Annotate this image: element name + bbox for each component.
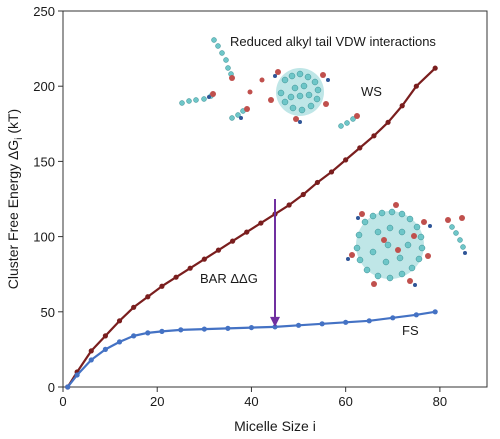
x-tick-label-2: 40	[244, 394, 258, 409]
point-fs-13	[295, 322, 302, 328]
y-tick-label-4: 200	[33, 79, 55, 94]
point-ws-22	[371, 133, 377, 139]
point-fs-18	[413, 312, 419, 318]
micelle-illustration-top	[179, 37, 360, 129]
point-ws-13	[244, 229, 250, 235]
y-axis-title-subscript: i	[14, 138, 25, 140]
bar-arrow-head	[270, 316, 280, 327]
bar-arrow	[270, 199, 280, 327]
point-fs-16	[366, 318, 372, 324]
x-tick-label-1: 20	[150, 394, 164, 409]
point-fs-19	[432, 309, 438, 315]
x-tick-label-3: 60	[338, 394, 352, 409]
y-axis-title-main: Cluster Free Energy ΔG	[5, 140, 21, 289]
y-axis-title-unit: (kT)	[5, 109, 21, 138]
headgroups-bottom	[349, 202, 465, 287]
point-ws-25	[413, 83, 419, 89]
point-fs-9	[201, 326, 207, 332]
y-tick-label-0: 0	[48, 380, 55, 395]
point-ws-17	[300, 191, 306, 198]
annotation-fs-label: FS	[402, 323, 419, 338]
micelle-illustration-bottom	[346, 202, 467, 287]
blue-atoms-bottom	[346, 216, 467, 287]
point-ws-26	[432, 65, 438, 71]
point-ws-18	[314, 179, 320, 186]
x-axis-title: Micelle Size i	[234, 418, 316, 434]
y-tick-label-5: 250	[33, 4, 55, 19]
series-line-fs	[66, 310, 436, 388]
point-ws-19	[328, 169, 335, 175]
x-tick-label-4: 80	[433, 394, 447, 409]
annotation-title-note: Reduced alkyl tail VDW interactions	[230, 34, 436, 49]
point-fs-6	[145, 330, 151, 336]
point-fs-15	[343, 319, 349, 325]
point-ws-7	[159, 283, 165, 289]
point-fs-10	[225, 325, 231, 331]
point-ws-14	[258, 220, 264, 226]
loose-surfactant-chains	[179, 37, 356, 129]
point-ws-2	[88, 348, 94, 354]
point-ws-10	[201, 256, 207, 262]
point-fs-7	[159, 328, 165, 334]
micelle-cluster-top	[276, 68, 324, 116]
point-ws-8	[173, 274, 179, 280]
point-fs-2	[88, 357, 94, 363]
point-fs-17	[390, 315, 396, 321]
y-tick-label-1: 50	[41, 305, 55, 320]
point-fs-1	[74, 372, 80, 378]
point-ws-5	[131, 304, 137, 310]
x-tick-label-0: 0	[59, 394, 66, 409]
point-ws-12	[230, 238, 236, 244]
point-ws-11	[215, 247, 222, 253]
point-ws-9	[187, 265, 193, 271]
point-ws-23	[385, 119, 391, 125]
point-fs-14	[319, 321, 325, 327]
point-fs-3	[102, 346, 108, 352]
point-ws-4	[116, 318, 123, 324]
blue-atoms-top	[207, 74, 330, 124]
point-ws-3	[102, 333, 108, 339]
ticks: 0 20 40 60 80 0 50 100 150 200 250	[33, 4, 447, 409]
plot-frame	[62, 10, 488, 388]
series-layer	[65, 65, 438, 390]
point-fs-8	[178, 327, 184, 333]
annotation-bar-label: BAR ΔΔG	[200, 271, 258, 286]
point-ws-16	[286, 202, 292, 208]
point-fs-0	[65, 384, 71, 390]
point-ws-20	[343, 157, 349, 163]
point-fs-5	[131, 333, 137, 339]
point-ws-6	[145, 294, 151, 300]
point-ws-21	[357, 145, 363, 151]
point-ws-24	[399, 103, 405, 109]
y-axis-title: Cluster Free Energy ΔGi (kT)	[5, 109, 25, 289]
y-tick-label-3: 150	[33, 154, 55, 169]
y-tick-label-2: 100	[33, 230, 55, 245]
annotation-ws-label: WS	[361, 84, 382, 99]
headgroups-top	[210, 69, 360, 122]
point-fs-11	[248, 324, 255, 331]
point-fs-4	[116, 339, 123, 345]
micelle-cluster-bottom	[353, 208, 466, 282]
